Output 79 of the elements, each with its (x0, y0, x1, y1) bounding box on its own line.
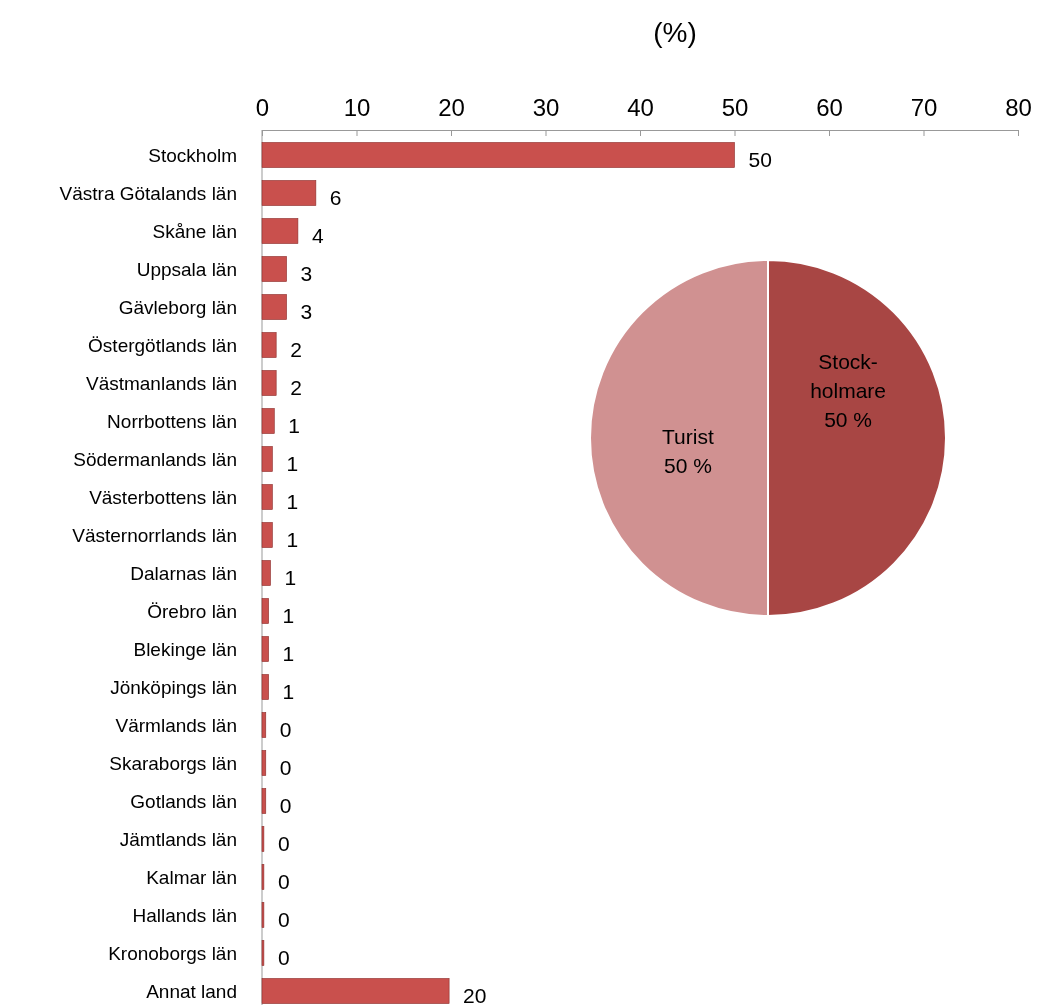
y-tick-label: Jönköpings län (110, 676, 237, 698)
x-tick-label: 20 (438, 94, 465, 121)
data-label: 20 (463, 984, 487, 1007)
data-label: 0 (277, 908, 290, 932)
y-tick-label: Uppsala län (136, 258, 237, 280)
y-tick-label: Kalmar län (146, 866, 237, 888)
bar (261, 256, 287, 282)
y-tick-label: Skaraborgs län (109, 752, 237, 774)
x-tick-label: 50 (721, 94, 749, 121)
bar (261, 408, 275, 434)
bar (261, 788, 267, 814)
data-label: 4 (311, 224, 324, 248)
data-label: 1 (282, 680, 295, 704)
bar (261, 446, 273, 472)
bar (261, 560, 271, 586)
data-label: 50 % (824, 408, 873, 431)
y-tick-label: Dalarnas län (130, 562, 237, 584)
slice-label: Stock- holmare (810, 350, 887, 402)
slice-label: Turist (662, 424, 714, 448)
bar (261, 332, 277, 358)
x-tick-label: 40 (627, 94, 654, 121)
bar (261, 294, 287, 320)
y-tick-label: Västra Götalands län (59, 182, 237, 204)
x-tick-label: 0 (255, 94, 270, 121)
data-label: 1 (282, 642, 295, 666)
bar (261, 598, 269, 624)
data-label: 50 (748, 148, 772, 172)
data-label: 0 (279, 794, 292, 818)
bar (261, 142, 735, 168)
data-label: 0 (277, 870, 290, 894)
y-tick-label: Blekinge län (133, 638, 237, 660)
bar (261, 484, 273, 510)
y-tick-label: Annat land (146, 980, 237, 1002)
data-label: 1 (286, 452, 299, 476)
y-tick-label: Stockholm (148, 144, 237, 166)
data-label: 2 (290, 338, 302, 362)
y-tick-label: Kronoborgs län (108, 942, 237, 964)
y-tick-label: Södermanlands län (73, 448, 237, 470)
data-label: 50 % (663, 453, 712, 477)
data-label: 6 (329, 186, 342, 210)
data-label: 3 (300, 262, 313, 286)
x-tick-label: 70 (910, 94, 938, 121)
bar (261, 370, 277, 396)
bar (261, 218, 299, 244)
bar (261, 636, 269, 662)
y-tick-label: Gävleborg län (118, 296, 237, 318)
bar (261, 674, 269, 700)
y-tick-label: Örebro län (147, 600, 237, 622)
bar (261, 978, 450, 1004)
y-tick-label: Östergötlands län (88, 334, 237, 356)
bar (261, 522, 273, 548)
data-label: 1 (286, 528, 299, 552)
y-tick-label: Skåne län (152, 220, 237, 242)
y-tick-label: Västernorrlands län (72, 524, 237, 546)
x-tick-label: 10 (343, 94, 371, 121)
y-tick-label: Norrbottens län (107, 410, 237, 432)
y-tick-label: Värmlands län (115, 714, 237, 736)
x-axis-title: (%) (653, 17, 697, 48)
x-tick-label: 30 (532, 94, 560, 121)
data-label: 0 (277, 946, 290, 970)
y-tick-label: Västerbottens län (89, 486, 237, 508)
data-label: 1 (284, 566, 297, 590)
x-tick-label: 80 (1005, 94, 1032, 121)
bar (261, 750, 267, 776)
x-tick-label: 60 (816, 94, 843, 121)
y-tick-label: Västmanlands län (85, 372, 237, 394)
data-label: 3 (300, 300, 313, 324)
data-label: 0 (277, 832, 290, 856)
data-label: 0 (279, 756, 292, 780)
bar (261, 712, 267, 738)
bar (261, 180, 317, 206)
data-label: 1 (282, 604, 295, 628)
y-tick-label: Jämtlands län (119, 828, 237, 850)
data-label: 0 (279, 718, 292, 742)
y-tick-label: Gotlands län (130, 790, 237, 812)
data-label: 1 (286, 490, 299, 514)
data-label: 1 (288, 414, 300, 438)
data-label: 2 (290, 376, 302, 400)
y-tick-label: Hallands län (132, 904, 237, 926)
